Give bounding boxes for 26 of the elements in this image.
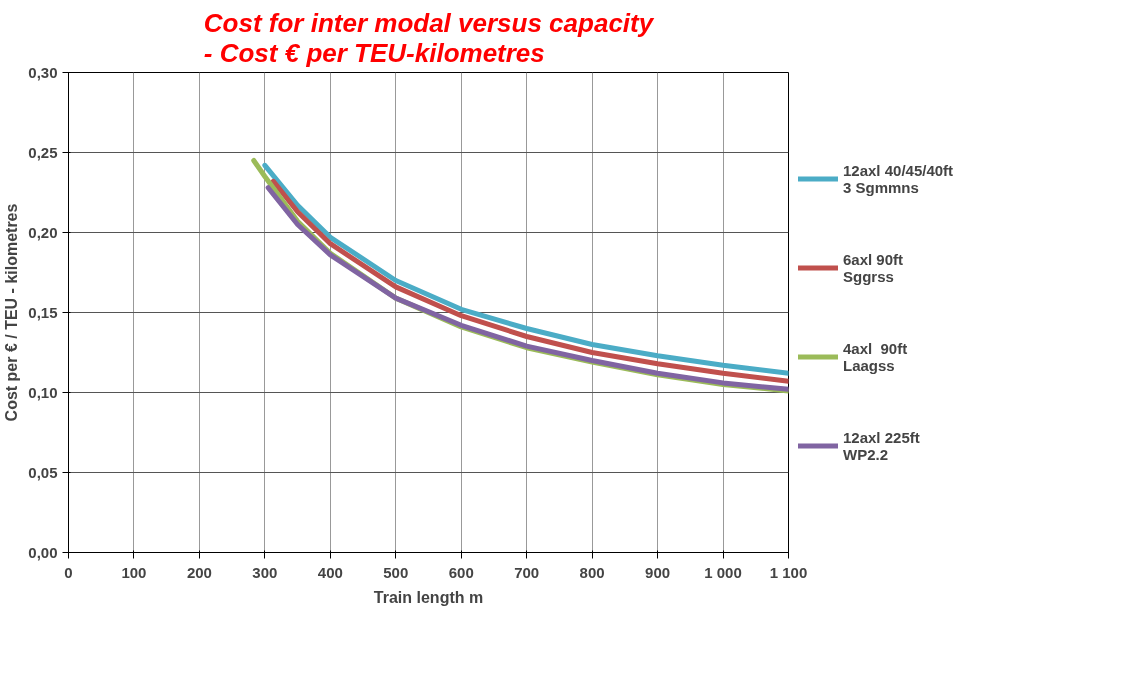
x-tick-label: 600 (448, 563, 474, 581)
legend-label: 12axl 40/45/40ft 3 Sgmmns (843, 161, 954, 196)
y-tick-label: 0,05 (28, 463, 58, 481)
x-tick-label: 400 (317, 563, 343, 581)
x-axis-title: Train length m (373, 588, 484, 606)
legend-label: 6axl 90ft Sggrss (843, 250, 904, 285)
y-tick-label: 0,15 (28, 303, 58, 321)
x-tick-label: 500 (383, 563, 409, 581)
y-tick-label: 0,30 (28, 63, 58, 81)
y-axis-title: Cost per € / TEU - kilometres (3, 203, 21, 422)
legend-label: 12axl 225ft WP2.2 (843, 428, 920, 463)
x-tick-label: 1 000 (704, 563, 742, 581)
x-tick-label: 200 (186, 563, 212, 581)
x-tick-label: 1 100 (769, 563, 808, 581)
y-tick-label: 0,25 (28, 143, 58, 161)
chart-title: Cost for inter modal versus capacity - Cost € per TEU-kilometres (203, 7, 655, 68)
x-tick-label: 900 (645, 563, 671, 581)
x-tick-label: 100 (121, 563, 147, 581)
y-tick-label: 0,10 (28, 383, 58, 401)
x-tick-label: 300 (252, 563, 278, 581)
x-tick-label: 0 (64, 563, 73, 581)
y-tick-label: 0,20 (28, 223, 58, 241)
x-tick-label: 700 (514, 563, 540, 581)
x-tick-label: 800 (579, 563, 605, 581)
legend-label: 4axl 90ft Laagss (843, 339, 908, 374)
y-tick-label: 0,00 (28, 543, 58, 561)
